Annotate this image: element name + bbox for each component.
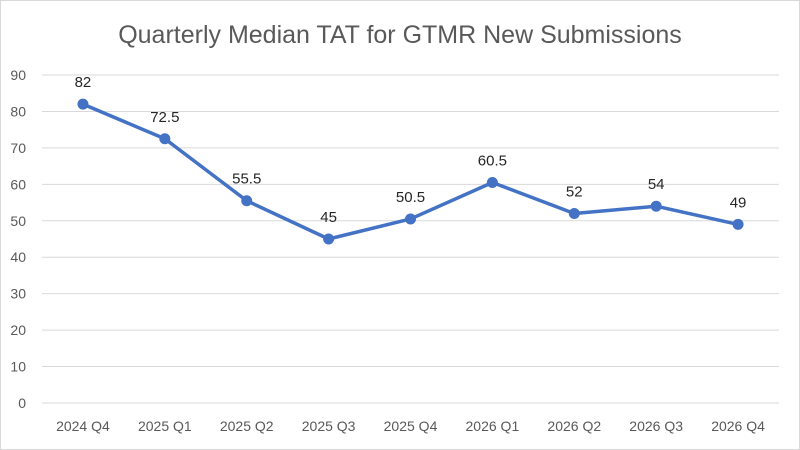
data-label: 72.5 [150,109,179,126]
x-axis-ticks: 2024 Q4 2025 Q1 2025 Q2 2025 Q3 2025 Q4 2026 … [56,418,765,434]
x-tick-label: 2026 Q1 [466,418,520,434]
y-tick-label: 50 [10,213,26,229]
data-label: 60.5 [478,153,507,170]
x-tick-label: 2025 Q3 [302,418,356,434]
y-tick-label: 20 [10,322,26,338]
data-point [732,218,744,230]
data-point [159,133,171,145]
y-tick-label: 10 [10,359,26,375]
data-label: 55.5 [232,171,261,188]
data-point [568,207,580,219]
y-tick-label: 0 [18,395,26,411]
x-tick-label: 2025 Q4 [384,418,438,434]
x-tick-label: 2026 Q2 [547,418,601,434]
y-tick-label: 80 [10,103,26,119]
y-axis-ticks: 0 10 20 30 40 50 60 70 80 90 [10,67,26,411]
data-point [241,195,253,207]
data-label: 50.5 [396,189,425,206]
data-label: 52 [566,183,583,200]
x-tick-label: 2025 Q1 [138,418,192,434]
y-tick-label: 60 [10,176,26,192]
y-tick-label: 40 [10,249,26,265]
x-tick-label: 2026 Q4 [711,418,765,434]
y-tick-label: 30 [10,286,26,302]
data-label: 45 [320,209,337,226]
data-point [323,233,335,245]
y-tick-label: 90 [10,67,26,83]
x-tick-label: 2025 Q2 [220,418,274,434]
data-point [650,200,662,212]
data-label: 49 [730,194,747,211]
data-point [77,98,89,110]
x-tick-label: 2026 Q3 [629,418,683,434]
chart-title: Quarterly Median TAT for GTMR New Submis… [118,21,682,49]
series-layer [77,98,744,245]
data-label: 54 [648,176,665,193]
data-label: 82 [75,74,92,91]
data-labels: 82 72.5 55.5 45 50.5 60.5 52 54 49 [75,74,747,226]
y-tick-label: 70 [10,140,26,156]
data-point [405,213,416,225]
x-tick-label: 2024 Q4 [56,418,110,434]
data-point [486,177,498,189]
